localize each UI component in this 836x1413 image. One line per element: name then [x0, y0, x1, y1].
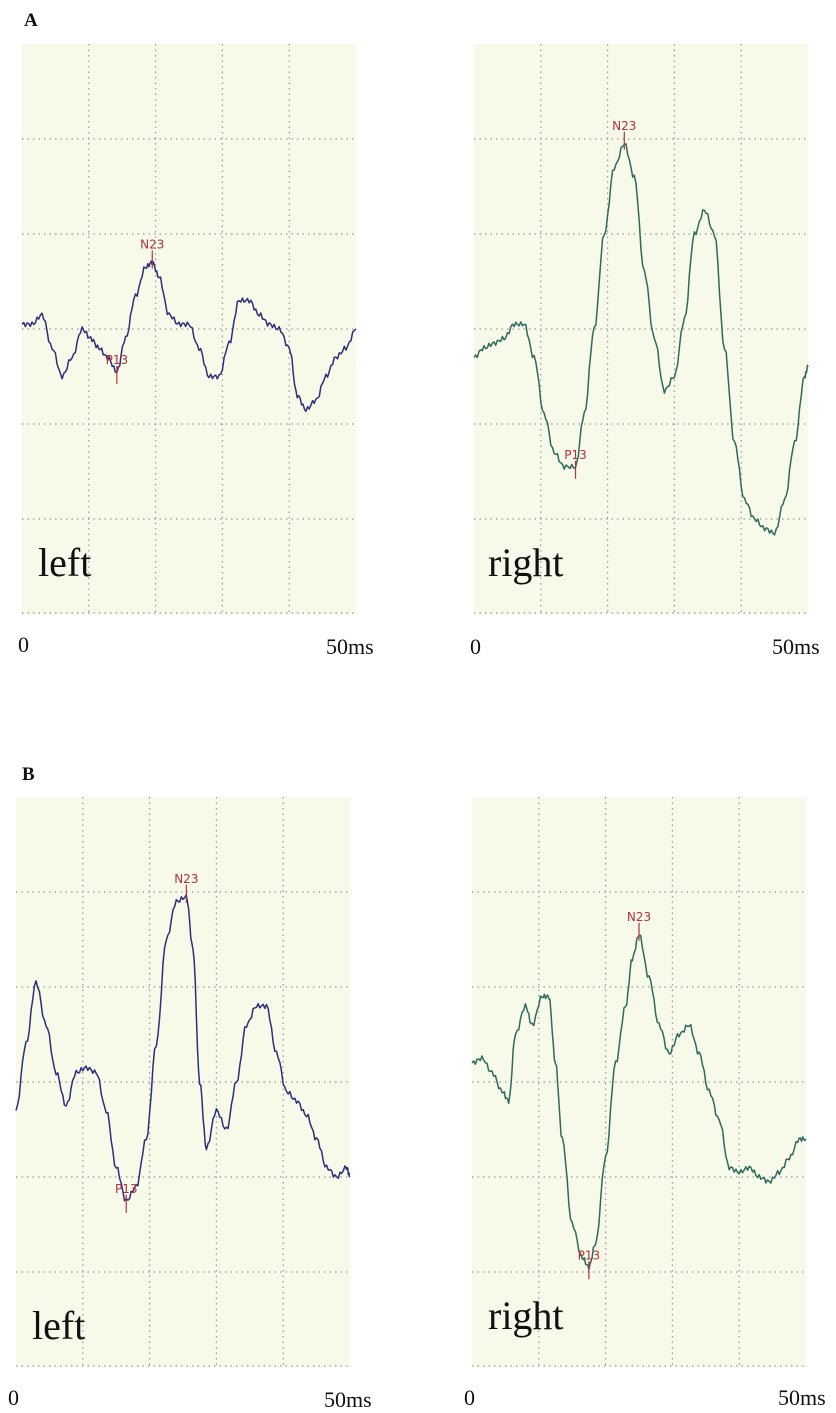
peak-label: P13: [578, 1248, 601, 1262]
peak-label: N23: [612, 119, 636, 133]
side-label: right: [488, 1293, 564, 1338]
chart-panel-b-right: P13 N23 right: [471, 797, 807, 1367]
peak-label: P13: [106, 353, 129, 367]
x-tick-label-start: 0: [464, 1385, 475, 1410]
series-line: [21, 260, 357, 413]
series-line: [471, 934, 807, 1271]
peak-label: P13: [564, 448, 587, 462]
peak-label: N23: [627, 910, 651, 924]
figure-section-label-b: B: [22, 764, 35, 785]
x-tick-label-start: 0: [470, 634, 481, 659]
x-tick-label-start: 0: [8, 1385, 19, 1410]
peak-label: N23: [174, 872, 198, 886]
chart-svg: P13 N23 right: [473, 44, 809, 614]
x-tick-label-end: 50ms: [778, 1385, 826, 1410]
chart-svg: P13 N23 left: [21, 44, 357, 614]
side-label: left: [38, 540, 91, 585]
chart-svg: P13 N23 left: [15, 797, 351, 1367]
chart-svg: P13 N23 right: [471, 797, 807, 1367]
peak-label: N23: [140, 238, 164, 252]
chart-panel-a-right: P13 N23 right: [473, 44, 809, 614]
side-label: left: [32, 1303, 85, 1348]
side-label: right: [488, 540, 564, 585]
series-line: [473, 143, 809, 536]
peak-label: P13: [115, 1182, 138, 1196]
figure-section-label-a: A: [24, 10, 38, 31]
x-tick-label-end: 50ms: [326, 634, 374, 659]
chart-panel-a-left: P13 N23 left: [21, 44, 357, 614]
chart-panel-b-left: P13 N23 left: [15, 797, 351, 1367]
x-tick-label-end: 50ms: [324, 1387, 372, 1412]
series-line: [15, 893, 351, 1202]
x-tick-label-start: 0: [18, 632, 29, 657]
x-tick-label-end: 50ms: [772, 634, 820, 659]
